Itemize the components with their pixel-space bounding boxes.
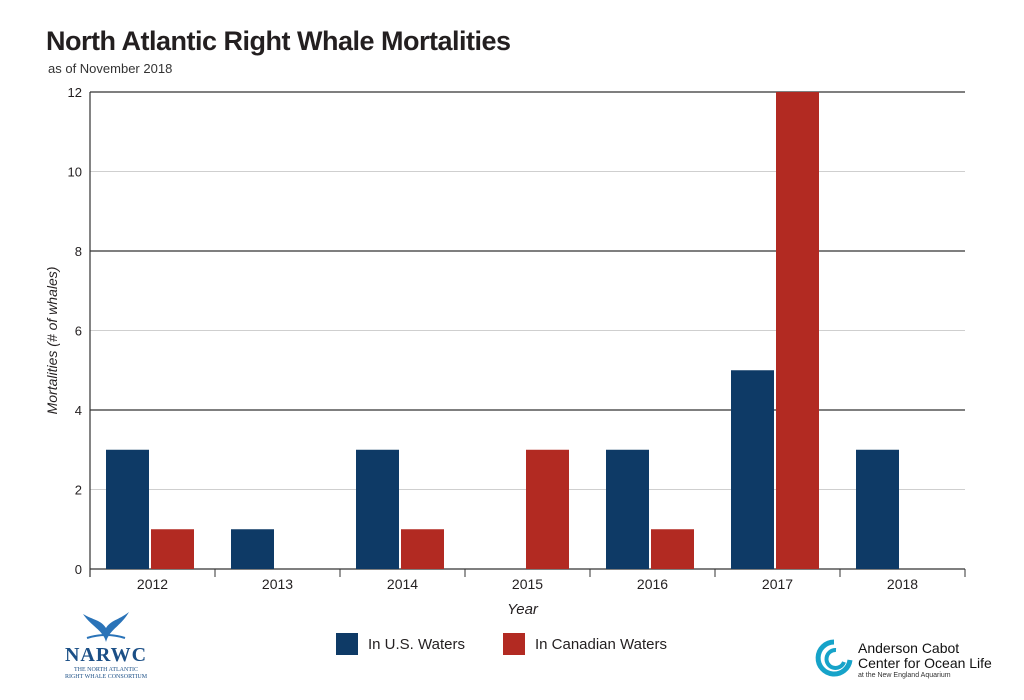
x-tick-label: 2015 (512, 576, 543, 592)
legend-swatch-canada (502, 633, 525, 655)
narwc-abbr: NARWC (64, 644, 148, 666)
y-tick-label: 12 (68, 85, 82, 100)
whale-tail-icon (83, 612, 129, 642)
bar-us-2014 (356, 449, 399, 569)
legend-item-canada: In Canadian Waters (502, 633, 667, 655)
bar-canada-2012 (151, 529, 194, 569)
legend-item-us: In U.S. Waters (336, 633, 465, 655)
narwc-logo: NARWC THE NORTH ATLANTIC RIGHT WHALE CON… (56, 608, 156, 698)
x-tick-label: 2016 (637, 576, 668, 592)
anderson-cabot-logo: Anderson Cabot Center for Ocean Life at … (814, 638, 1014, 683)
y-tick-label: 0 (75, 562, 82, 577)
x-tick-label: 2012 (137, 576, 168, 592)
y-tick-label: 10 (68, 165, 82, 180)
bar-canada-2014 (401, 529, 444, 569)
y-tick-label: 6 (75, 324, 82, 339)
x-tick-label: 2014 (387, 576, 418, 592)
bar-us-2016 (606, 449, 649, 569)
legend-swatch-us (336, 633, 358, 655)
bar-canada-2017 (776, 92, 819, 569)
acc-line2: Center for Ocean Life (858, 655, 992, 671)
chart-subtitle: as of November 2018 (48, 61, 173, 76)
acc-line3: at the New England Aquarium (858, 672, 951, 679)
x-tick-label: 2017 (762, 576, 793, 592)
bar-us-2018 (856, 449, 899, 569)
x-axis-label: Year (507, 601, 539, 618)
bar-us-2013 (231, 529, 274, 569)
y-axis-label: Mortalities (# of whales) (44, 267, 60, 415)
legend-label-canada: In Canadian Waters (534, 635, 667, 653)
y-tick-label: 4 (75, 403, 82, 418)
legend-label-us: In U.S. Waters (368, 635, 465, 653)
chart-legend: In U.S. Waters In Canadian Waters (336, 633, 705, 655)
narwc-full-line1: THE NORTH ATLANTIC (74, 667, 138, 673)
y-tick-label: 8 (75, 244, 82, 259)
x-tick-label: 2013 (262, 576, 293, 592)
bar-canada-2015 (526, 449, 569, 569)
bar-canada-2016 (651, 529, 694, 569)
narwc-full-line2: RIGHT WHALE CONSORTIUM (64, 674, 148, 680)
chart-title: North Atlantic Right Whale Mortalities (46, 26, 511, 56)
bar-us-2017 (731, 370, 774, 569)
bar-us-2012 (106, 449, 149, 569)
x-tick-label: 2018 (887, 576, 918, 592)
y-tick-label: 2 (75, 483, 82, 498)
acc-line1: Anderson Cabot (858, 640, 960, 656)
wave-icon (815, 639, 853, 677)
